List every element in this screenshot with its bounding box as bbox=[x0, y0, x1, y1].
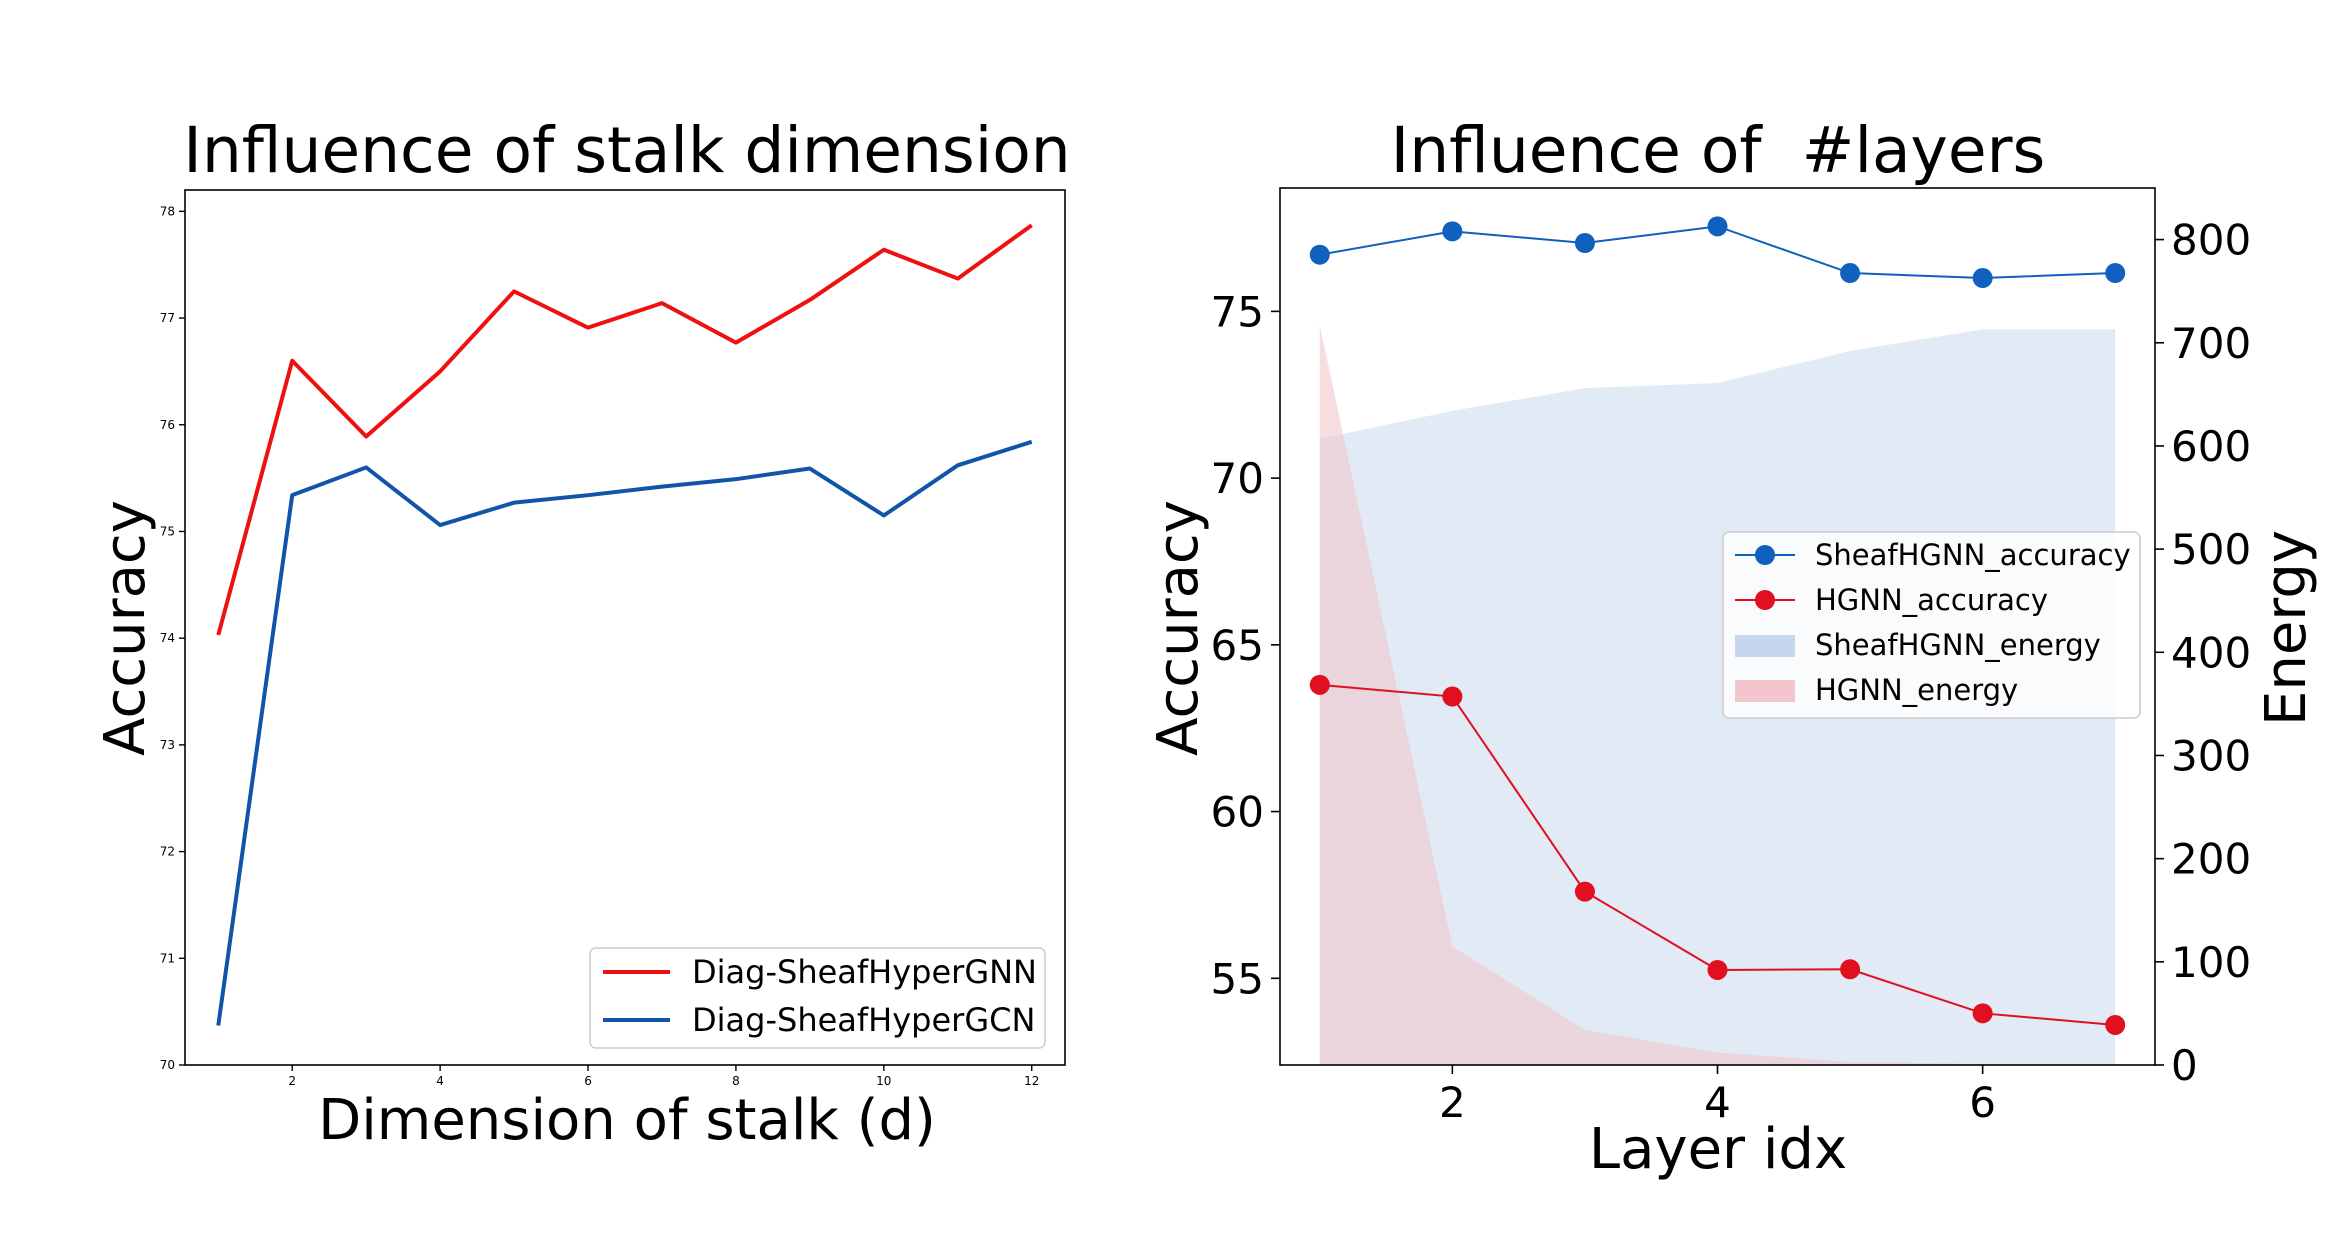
right-y2-tick-label: 400 bbox=[2171, 628, 2251, 677]
left-y-tick-label: 72 bbox=[160, 845, 175, 859]
right-y2-tick-label: 100 bbox=[2171, 938, 2251, 987]
right-y2-axis-label: Energy bbox=[2254, 530, 2319, 726]
left-y-tick-label: 71 bbox=[160, 951, 175, 965]
left-y-tick-label: 73 bbox=[160, 738, 175, 752]
right-accuracy-series bbox=[1309, 216, 2126, 1035]
right-y-ticks: 55 60 65 70 75 bbox=[1211, 287, 1280, 1003]
marker-sheafhgnn-accuracy bbox=[1309, 244, 1330, 265]
marker-hgnn-accuracy bbox=[1972, 1003, 1993, 1024]
left-y-tick-label: 70 bbox=[160, 1058, 175, 1072]
left-y-tick-label: 75 bbox=[160, 524, 175, 538]
left-y-tick-label: 77 bbox=[160, 311, 175, 325]
legend-marker-hgnn-accuracy bbox=[1755, 590, 1775, 610]
right-chart-title: Influence of #layers bbox=[1391, 114, 2046, 187]
legend-label-diag-sheafhypergcn: Diag-SheafHyperGCN bbox=[692, 1001, 1035, 1039]
legend-label-hgnn-accuracy: HGNN_accuracy bbox=[1815, 583, 2048, 617]
right-x-ticks: 2 4 6 bbox=[1439, 1065, 1996, 1127]
area-sheafhgnn-energy bbox=[1319, 329, 2116, 1065]
line-diag-sheafhypergnn bbox=[216, 223, 1033, 636]
right-y2-tick-label: 700 bbox=[2171, 319, 2251, 368]
left-x-axis-label: Dimension of stalk (d) bbox=[318, 1088, 936, 1153]
right-x-tick-label: 4 bbox=[1704, 1078, 1731, 1127]
right-y-tick-label: 75 bbox=[1211, 287, 1264, 336]
right-x-axis-label: Layer idx bbox=[1589, 1117, 1847, 1182]
right-legend: SheafHGNN_accuracy HGNN_accuracy SheafHG… bbox=[1722, 531, 2141, 719]
left-y-tick-label: 76 bbox=[160, 418, 175, 432]
right-chart: Influence of #layers 55 60 65 70 75 0 100 200 3… bbox=[1146, 114, 2319, 1182]
right-x-tick-label: 2 bbox=[1439, 1078, 1466, 1127]
legend-marker-sheafhgnn-accuracy bbox=[1755, 545, 1775, 565]
legend-label-hgnn-energy: HGNN_energy bbox=[1815, 673, 2018, 707]
marker-hgnn-accuracy bbox=[1707, 959, 1728, 980]
marker-hgnn-accuracy bbox=[1840, 959, 1861, 980]
right-y2-tick-label: 300 bbox=[2171, 731, 2251, 780]
legend-patch-hgnn-energy bbox=[1735, 680, 1795, 702]
legend-label-sheafhgnn-energy: SheafHGNN_energy bbox=[1815, 628, 2101, 662]
right-y2-ticks: 0 100 200 300 400 500 600 700 800 bbox=[2155, 216, 2251, 1090]
marker-sheafhgnn-accuracy bbox=[1574, 233, 1595, 254]
area-hgnn-energy bbox=[1319, 325, 2116, 1065]
left-chart: Influence of stalk dimension 70717273747… bbox=[93, 114, 1071, 1153]
marker-sheafhgnn-accuracy bbox=[1840, 263, 1861, 284]
left-series bbox=[216, 223, 1033, 1026]
right-y2-tick-label: 800 bbox=[2171, 216, 2251, 265]
left-legend-frame bbox=[589, 947, 1046, 1049]
line-diag-sheafhypergcn bbox=[216, 439, 1033, 1026]
left-x-ticks: 2 4 6 8 10 12 bbox=[288, 1065, 1039, 1088]
left-legend: Diag-SheafHyperGNN Diag-SheafHyperGCN bbox=[589, 947, 1046, 1049]
left-x-tick-label: 8 bbox=[732, 1074, 740, 1088]
marker-hgnn-accuracy bbox=[2105, 1014, 2126, 1035]
marker-hgnn-accuracy bbox=[1309, 674, 1330, 695]
right-y-tick-label: 60 bbox=[1211, 788, 1264, 837]
right-legend-frame bbox=[1722, 531, 2141, 719]
right-y2-tick-label: 600 bbox=[2171, 422, 2251, 471]
right-y2-tick-label: 500 bbox=[2171, 525, 2251, 574]
right-y2-tick-label: 0 bbox=[2171, 1041, 2198, 1090]
right-y-tick-label: 65 bbox=[1211, 621, 1264, 670]
marker-sheafhgnn-accuracy bbox=[1972, 268, 1993, 289]
left-x-tick-label: 4 bbox=[436, 1074, 444, 1088]
right-y-tick-label: 55 bbox=[1211, 954, 1264, 1003]
right-y2-tick-label: 200 bbox=[2171, 835, 2251, 884]
marker-sheafhgnn-accuracy bbox=[2105, 263, 2126, 284]
left-x-tick-label: 6 bbox=[584, 1074, 592, 1088]
left-y-tick-label: 78 bbox=[160, 204, 175, 218]
left-y-ticks: 70 71 72 73 74 75 76 77 78 bbox=[160, 204, 185, 1072]
marker-sheafhgnn-accuracy bbox=[1442, 221, 1463, 242]
legend-label-diag-sheafhypergnn: Diag-SheafHyperGNN bbox=[692, 953, 1037, 991]
legend-patch-sheafhgnn-energy bbox=[1735, 635, 1795, 657]
right-x-tick-label: 6 bbox=[1969, 1078, 1996, 1127]
right-y-tick-label: 70 bbox=[1211, 454, 1264, 503]
marker-hgnn-accuracy bbox=[1574, 881, 1595, 902]
left-plot-frame bbox=[184, 189, 1066, 1066]
left-x-tick-label: 10 bbox=[876, 1074, 891, 1088]
right-energy-areas bbox=[1319, 325, 2116, 1065]
marker-hgnn-accuracy bbox=[1442, 686, 1463, 707]
left-x-tick-label: 12 bbox=[1024, 1074, 1039, 1088]
right-y-axis-label: Accuracy bbox=[1146, 500, 1211, 756]
left-x-tick-label: 2 bbox=[288, 1074, 296, 1088]
legend-label-sheafhgnn-accuracy: SheafHGNN_accuracy bbox=[1815, 538, 2131, 572]
marker-sheafhgnn-accuracy bbox=[1707, 216, 1728, 237]
left-y-tick-label: 74 bbox=[160, 631, 175, 645]
left-y-axis-label: Accuracy bbox=[93, 500, 158, 756]
left-chart-title: Influence of stalk dimension bbox=[183, 114, 1070, 187]
